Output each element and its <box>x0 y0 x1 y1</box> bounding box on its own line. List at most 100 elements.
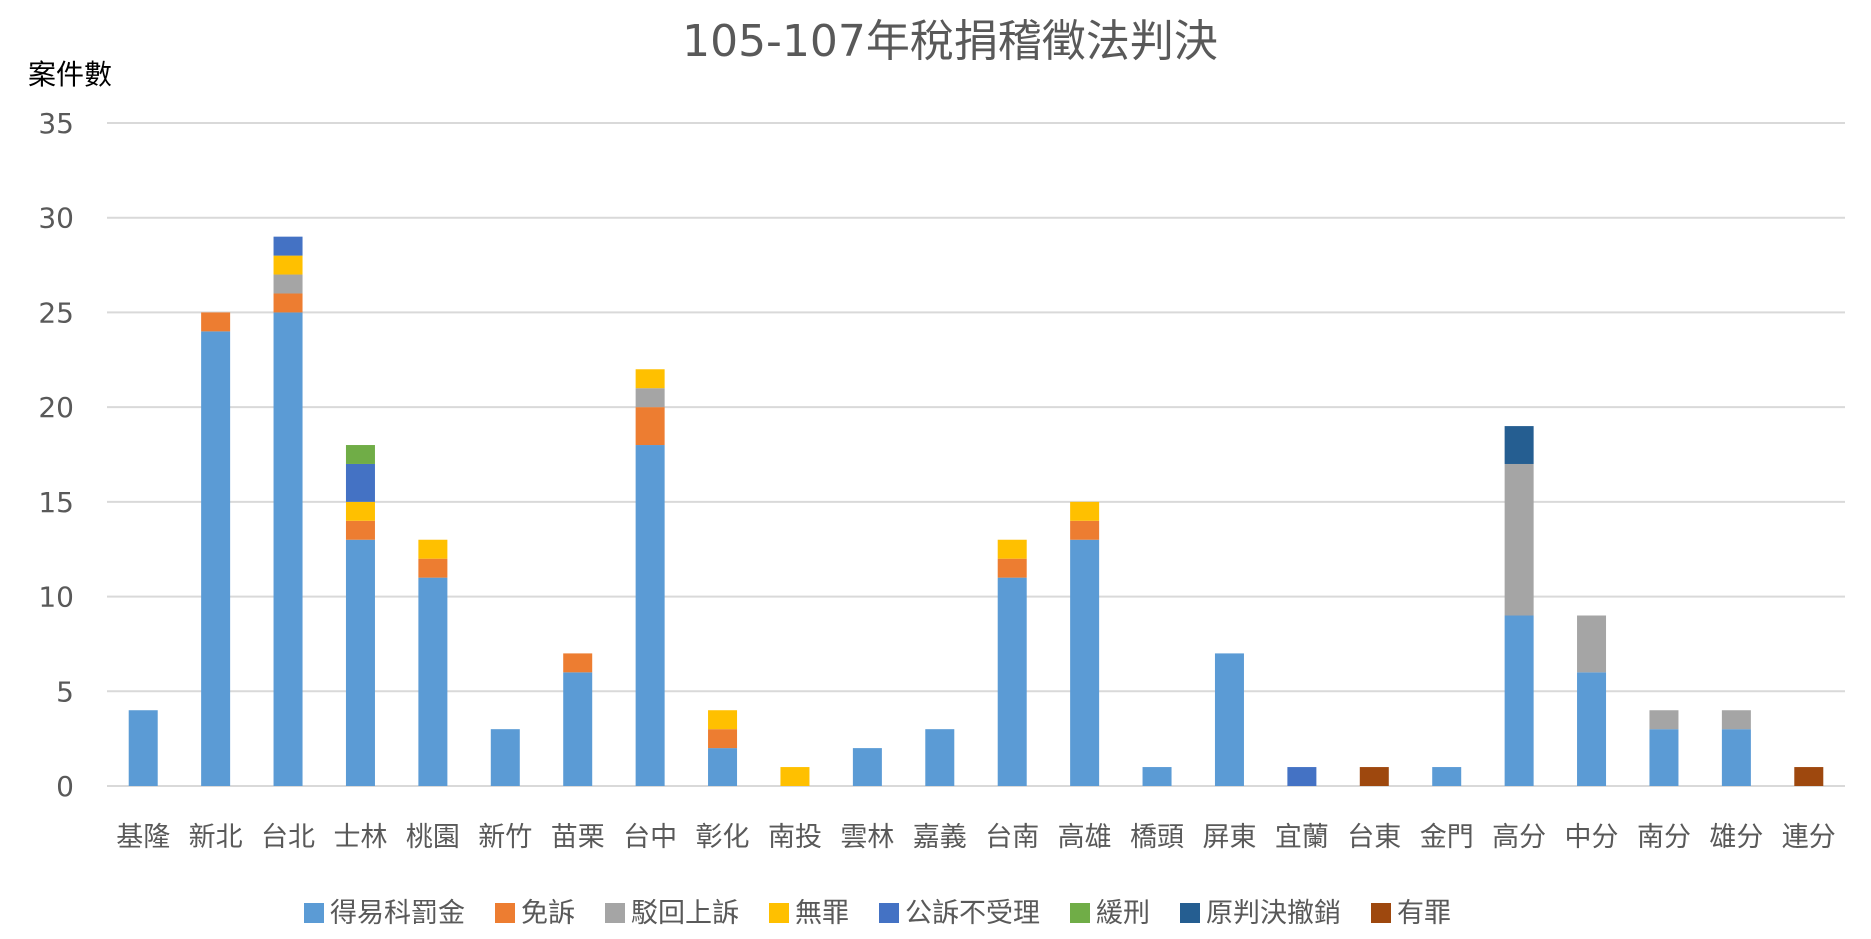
legend-label-2: 駁回上訴 <box>631 898 739 929</box>
legend-swatch-4 <box>879 903 899 923</box>
x-tick-label-7: 台中 <box>623 822 677 853</box>
legend-label-4: 公訴不受理 <box>905 898 1040 929</box>
x-tick-label-17: 台東 <box>1347 822 1401 853</box>
x-tick-label-2: 台北 <box>261 822 315 853</box>
bar-13-series-1 <box>1070 520 1100 540</box>
x-tick-label-10: 雲林 <box>840 822 894 853</box>
bar-7-series-1 <box>635 407 665 446</box>
legend-swatch-7 <box>1371 903 1391 923</box>
legend-swatch-0 <box>304 903 324 923</box>
bar-19-series-0 <box>1504 615 1534 786</box>
x-tick-label-16: 宜蘭 <box>1275 822 1329 853</box>
legend-label-7: 有罪 <box>1397 898 1451 929</box>
legend-swatch-5 <box>1070 903 1090 923</box>
bar-22-series-2 <box>1721 710 1751 730</box>
y-tick-label-10: 10 <box>38 581 74 614</box>
x-tick-label-18: 金門 <box>1420 822 1474 853</box>
bar-3-series-5 <box>345 445 375 464</box>
bar-3-series-0 <box>345 539 375 786</box>
bar-21-series-2 <box>1649 710 1679 730</box>
bar-9-series-3 <box>780 767 810 786</box>
bar-6-series-0 <box>563 672 593 786</box>
bar-12-series-1 <box>997 558 1027 578</box>
x-tick-label-8: 彰化 <box>696 822 750 853</box>
bar-2-series-4 <box>273 236 303 256</box>
bar-11-series-0 <box>925 729 955 786</box>
bar-7-series-2 <box>635 388 665 408</box>
x-tick-label-5: 新竹 <box>478 822 532 853</box>
bar-2-series-0 <box>273 312 303 786</box>
bar-17-series-7 <box>1359 767 1389 786</box>
bar-21-series-0 <box>1649 729 1679 786</box>
bar-20-series-0 <box>1577 672 1607 786</box>
x-tick-label-13: 高雄 <box>1058 822 1112 853</box>
x-tick-label-4: 桃園 <box>406 822 460 853</box>
legend-swatch-1 <box>495 903 515 923</box>
legend-label-3: 無罪 <box>795 898 849 929</box>
bar-1-series-1 <box>201 312 231 332</box>
bar-8-series-0 <box>708 748 738 786</box>
x-tick-label-23: 連分 <box>1782 822 1836 853</box>
bar-10-series-0 <box>852 748 882 786</box>
bar-3-series-3 <box>345 501 375 521</box>
bar-0-series-0 <box>128 710 158 786</box>
legend-swatch-2 <box>605 903 625 923</box>
legend-swatch-6 <box>1180 903 1200 923</box>
chart-title: 105-107年稅捐稽徵法判決 <box>682 16 1218 67</box>
legend-label-5: 緩刑 <box>1096 898 1150 929</box>
y-tick-label-25: 25 <box>38 296 74 329</box>
x-tick-label-22: 雄分 <box>1709 822 1763 853</box>
y-tick-label-5: 5 <box>56 675 74 708</box>
x-tick-label-20: 中分 <box>1565 822 1619 853</box>
bar-18-series-0 <box>1432 767 1462 786</box>
bar-6-series-1 <box>563 653 593 673</box>
bar-2-series-3 <box>273 255 303 275</box>
bar-4-series-1 <box>418 558 448 578</box>
bar-4-series-3 <box>418 539 448 559</box>
x-tick-label-6: 苗栗 <box>551 822 605 853</box>
bar-19-series-2 <box>1504 463 1534 616</box>
bar-13-series-0 <box>1070 539 1100 786</box>
legend-label-1: 免訴 <box>521 898 575 929</box>
y-axis-ticks: 0 5 10 15 20 25 30 35 <box>38 107 74 803</box>
x-tick-label-14: 橋頭 <box>1130 822 1184 853</box>
x-tick-label-0: 基隆 <box>116 822 170 853</box>
y-tick-label-20: 20 <box>38 391 74 424</box>
bar-8-series-3 <box>708 710 738 730</box>
x-tick-label-11: 嘉義 <box>913 822 967 853</box>
x-tick-label-12: 台南 <box>985 822 1039 853</box>
bar-22-series-0 <box>1721 729 1751 786</box>
legend-swatch-3 <box>769 903 789 923</box>
bar-12-series-0 <box>997 577 1027 786</box>
bar-12-series-3 <box>997 539 1027 559</box>
gridlines <box>107 122 1845 787</box>
x-tick-label-21: 南分 <box>1637 822 1691 853</box>
y-tick-label-35: 35 <box>38 107 74 140</box>
legend: 得易科罰金 免訴 駁回上訴 無罪 公訴不受理 緩刑 原判決撤銷 有罪 <box>304 898 1451 929</box>
x-tick-label-9: 南投 <box>768 822 822 853</box>
y-tick-label-15: 15 <box>38 486 74 519</box>
y-axis-label: 案件數 <box>28 58 112 91</box>
x-tick-label-1: 新北 <box>189 822 243 853</box>
bar-19-series-6 <box>1504 426 1534 464</box>
y-tick-label-30: 30 <box>38 202 74 235</box>
x-tick-label-3: 士林 <box>333 822 387 853</box>
y-tick-label-0: 0 <box>56 770 74 803</box>
bar-4-series-0 <box>418 577 448 786</box>
bar-2-series-2 <box>273 274 303 294</box>
bar-5-series-0 <box>490 729 520 786</box>
bar-13-series-3 <box>1070 501 1100 521</box>
bar-7-series-0 <box>635 445 665 786</box>
x-tick-label-15: 屏東 <box>1202 822 1256 853</box>
x-axis-labels: 基隆 新北 台北 士林 桃園 新竹 苗栗 台中 彰化 南投 雲林 嘉義 台南 高雄 橋頭 屏東 宜蘭 台東 金門 高分… <box>116 822 1836 853</box>
legend-label-0: 得易科罰金 <box>330 898 465 929</box>
legend-label-6: 原判決撤銷 <box>1206 898 1341 929</box>
bars <box>128 236 1824 786</box>
bar-16-series-4 <box>1287 767 1317 786</box>
x-tick-label-19: 高分 <box>1492 822 1546 853</box>
bar-15-series-0 <box>1214 653 1244 786</box>
bar-14-series-0 <box>1142 767 1172 786</box>
bar-3-series-1 <box>345 520 375 540</box>
